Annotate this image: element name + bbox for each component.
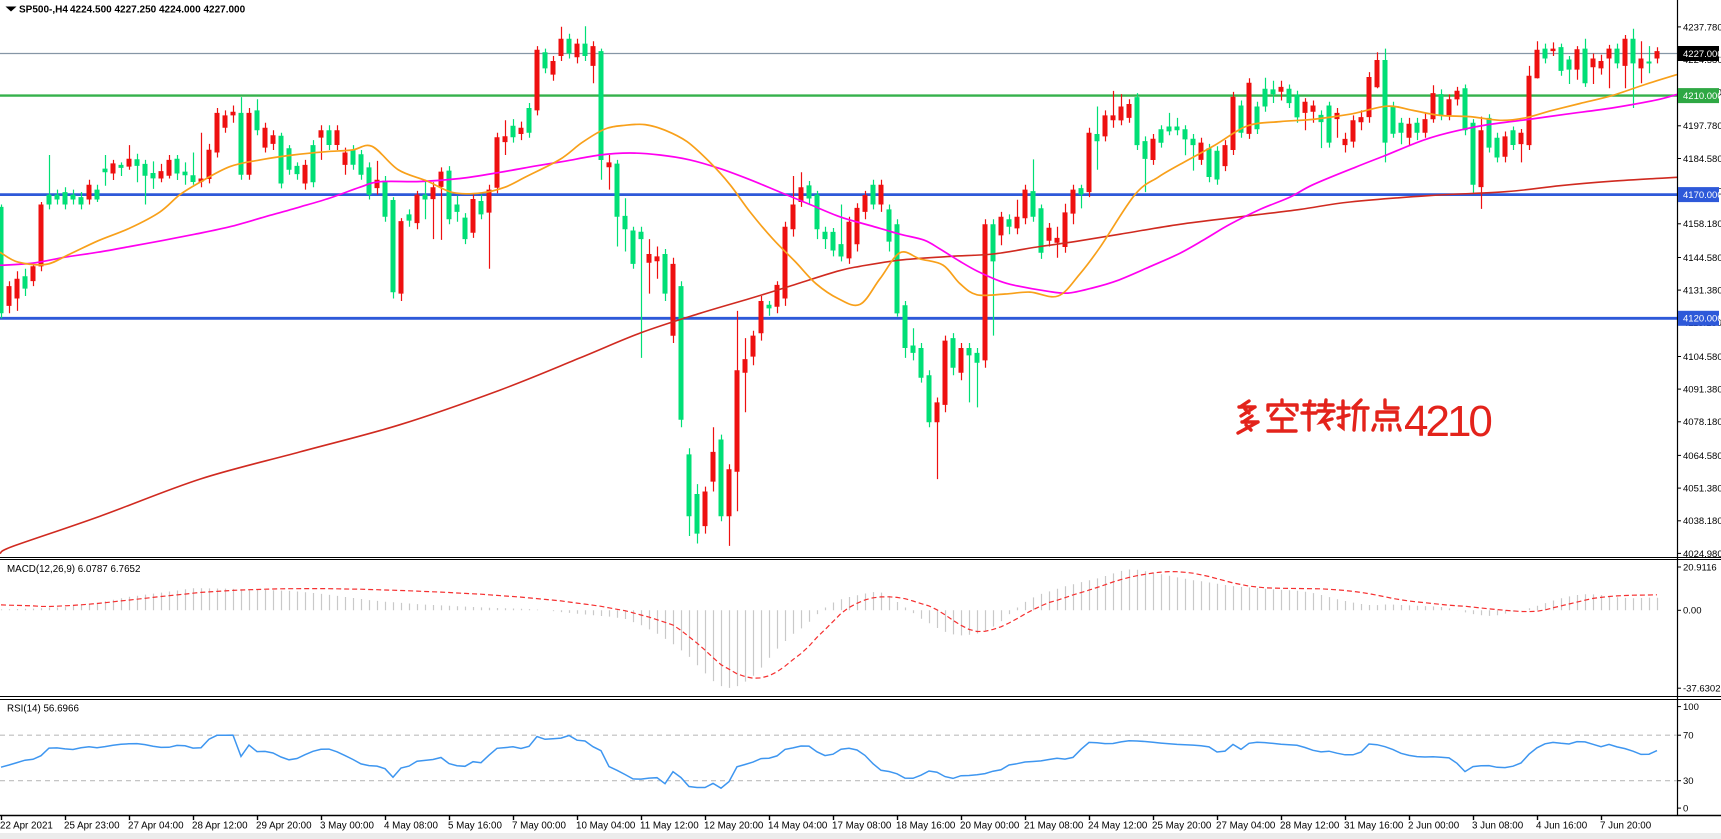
svg-text:20.9116: 20.9116 xyxy=(1683,562,1717,573)
svg-text:7 May 00:00: 7 May 00:00 xyxy=(512,821,566,832)
svg-text:SP500-,H4: SP500-,H4 xyxy=(19,4,68,15)
svg-text:20 May 00:00: 20 May 00:00 xyxy=(960,821,1020,832)
svg-text:12 May 20:00: 12 May 20:00 xyxy=(704,821,764,832)
svg-text:17 May 08:00: 17 May 08:00 xyxy=(832,821,892,832)
svg-text:4131.380: 4131.380 xyxy=(1683,286,1721,297)
svg-text:21 May 08:00: 21 May 08:00 xyxy=(1024,821,1084,832)
svg-text:-37.6302: -37.6302 xyxy=(1683,684,1721,695)
svg-text:25 May 20:00: 25 May 20:00 xyxy=(1152,821,1212,832)
svg-text:100: 100 xyxy=(1683,702,1699,713)
svg-text:4184.580: 4184.580 xyxy=(1683,154,1721,165)
svg-text:14 May 04:00: 14 May 04:00 xyxy=(768,821,828,832)
svg-text:28 May 12:00: 28 May 12:00 xyxy=(1280,821,1340,832)
svg-text:4104.580: 4104.580 xyxy=(1683,352,1721,363)
svg-text:70: 70 xyxy=(1683,731,1694,742)
svg-text:24 May 12:00: 24 May 12:00 xyxy=(1088,821,1148,832)
svg-text:3 May 00:00: 3 May 00:00 xyxy=(320,821,374,832)
svg-text:4078.180: 4078.180 xyxy=(1683,417,1721,428)
svg-text:4224.500 4227.250 4224.000 422: 4224.500 4227.250 4224.000 4227.000 xyxy=(70,4,246,15)
svg-text:18 May 16:00: 18 May 16:00 xyxy=(896,821,956,832)
svg-text:4051.380: 4051.380 xyxy=(1683,484,1721,495)
svg-text:4144.580: 4144.580 xyxy=(1683,253,1721,264)
svg-text:22 Apr 2021: 22 Apr 2021 xyxy=(0,821,53,832)
svg-text:0.00: 0.00 xyxy=(1683,606,1702,617)
svg-text:25 Apr 23:00: 25 Apr 23:00 xyxy=(64,821,120,832)
svg-text:3 Jun 08:00: 3 Jun 08:00 xyxy=(1472,821,1524,832)
svg-text:4210: 4210 xyxy=(1404,397,1491,446)
svg-text:11 May 12:00: 11 May 12:00 xyxy=(640,821,699,832)
svg-text:2 Jun 00:00: 2 Jun 00:00 xyxy=(1408,821,1460,832)
svg-text:RSI(14) 56.6966: RSI(14) 56.6966 xyxy=(7,704,79,715)
svg-text:4091.380: 4091.380 xyxy=(1683,385,1721,396)
svg-text:7 Jun 20:00: 7 Jun 20:00 xyxy=(1600,821,1652,832)
svg-text:5 May 16:00: 5 May 16:00 xyxy=(448,821,502,832)
svg-text:4038.180: 4038.180 xyxy=(1683,516,1721,527)
svg-text:4170.000: 4170.000 xyxy=(1683,190,1721,201)
svg-text:27 May 04:00: 27 May 04:00 xyxy=(1216,821,1276,832)
svg-text:0: 0 xyxy=(1683,804,1688,815)
svg-text:4210.000: 4210.000 xyxy=(1683,91,1721,102)
svg-text:4237.780: 4237.780 xyxy=(1683,22,1721,33)
svg-text:MACD(12,26,9) 6.0787 6.7652: MACD(12,26,9) 6.0787 6.7652 xyxy=(7,564,140,575)
svg-text:4158.180: 4158.180 xyxy=(1683,219,1721,230)
svg-text:4120.000: 4120.000 xyxy=(1683,314,1721,325)
svg-text:4 May 08:00: 4 May 08:00 xyxy=(384,821,438,832)
svg-text:31 May 16:00: 31 May 16:00 xyxy=(1344,821,1404,832)
svg-text:10 May 04:00: 10 May 04:00 xyxy=(576,821,636,832)
svg-text:4064.580: 4064.580 xyxy=(1683,451,1721,462)
svg-text:30: 30 xyxy=(1683,776,1694,787)
svg-text:29 Apr 20:00: 29 Apr 20:00 xyxy=(256,821,312,832)
svg-text:28 Apr 12:00: 28 Apr 12:00 xyxy=(192,821,248,832)
svg-text:4197.780: 4197.780 xyxy=(1683,121,1721,132)
svg-text:4227.000: 4227.000 xyxy=(1683,49,1721,60)
svg-text:4 Jun 16:00: 4 Jun 16:00 xyxy=(1536,821,1588,832)
svg-text:27 Apr 04:00: 27 Apr 04:00 xyxy=(128,821,184,832)
svg-text:4024.980: 4024.980 xyxy=(1683,549,1721,560)
